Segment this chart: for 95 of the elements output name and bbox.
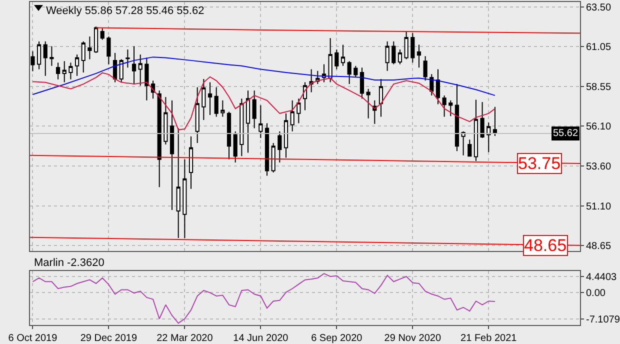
x-tick-label: 29 Nov 2020 (384, 333, 442, 344)
candlestick (43, 40, 48, 76)
x-tick-label: 14 Jun 2020 (233, 333, 289, 344)
candlestick (278, 130, 282, 164)
candlestick (436, 68, 440, 105)
candlestick (62, 60, 66, 83)
candlestick (284, 112, 288, 158)
line-series (32, 273, 496, 324)
candlestick (474, 99, 478, 162)
candlestick (454, 84, 460, 152)
candlestick (126, 49, 130, 68)
candlestick (36, 40, 42, 70)
candlestick (258, 104, 263, 138)
candlestick (290, 100, 294, 132)
x-tick-label: 6 Oct 2019 (8, 333, 58, 344)
candlestick (157, 90, 162, 188)
candlestick (264, 122, 270, 176)
candlestick (302, 82, 308, 111)
candlestick (398, 49, 402, 65)
candlestick (442, 94, 446, 118)
candlestick (112, 52, 118, 83)
candlestick (226, 111, 232, 160)
candlestick (448, 100, 453, 117)
candlestick (214, 86, 218, 118)
candlestick (240, 98, 244, 157)
candlestick (430, 74, 434, 96)
candlestick (385, 40, 390, 72)
candlestick (132, 46, 136, 85)
y-tick-label: 53.60 (586, 161, 612, 172)
candlestick (119, 58, 124, 83)
candlestick (68, 62, 73, 80)
candlestick (271, 142, 276, 173)
x-tick-label: 22 Mar 2020 (156, 333, 214, 344)
y-tick-label: 51.10 (586, 202, 612, 213)
candlestick (195, 86, 200, 144)
candlestick (182, 158, 187, 238)
candlestick (164, 96, 168, 146)
candlestick (170, 100, 174, 211)
candlestick (492, 106, 498, 137)
candlestick (486, 122, 491, 153)
candlestick (468, 139, 472, 157)
x-tick-label: 29 Dec 2019 (80, 333, 138, 344)
y-tick-label: -7.1079 (586, 314, 620, 326)
y-tick-label: 63.50 (586, 2, 612, 14)
candlestick (347, 60, 352, 85)
chart-title: Weekly 55.86 57.28 55.46 55.62 (46, 5, 204, 17)
candlestick (252, 90, 256, 129)
candlestick (328, 38, 332, 83)
candlestick (74, 54, 80, 76)
candlestick (94, 26, 98, 54)
candlestick (461, 130, 466, 156)
candlestick (309, 68, 314, 93)
candlestick (144, 57, 149, 101)
candlestick (354, 65, 358, 78)
y-tick-label: 48.65 (586, 240, 612, 252)
candlestick (220, 100, 225, 118)
x-tick-label: 6 Sep 2020 (311, 333, 363, 344)
candlestick (106, 36, 111, 65)
candlestick (81, 40, 86, 73)
line-series (32, 72, 496, 130)
candlestick (392, 40, 396, 65)
candlestick (366, 88, 370, 119)
candlestick (50, 46, 54, 66)
candlestick (404, 31, 408, 60)
y-tick-label: 0.00 (586, 288, 606, 300)
candlestick (334, 49, 339, 70)
candlestick (138, 54, 142, 86)
candlestick (202, 78, 206, 120)
candlestick (176, 128, 180, 238)
candlestick (233, 130, 238, 164)
candlestick (30, 50, 35, 72)
chart-title: Marlin -2.3620 (34, 257, 104, 269)
candlestick (208, 82, 212, 116)
candlestick (423, 56, 428, 82)
candlestick (296, 98, 301, 124)
x-tick-label: 21 Feb 2021 (460, 333, 518, 344)
candlestick (88, 36, 92, 60)
line-series (32, 56, 496, 96)
annotation: 48.65 (524, 236, 567, 255)
candlestick (480, 102, 484, 138)
ref-line-label: 55.62 (553, 128, 578, 139)
candlestick (100, 28, 104, 40)
y-tick-label: 56.10 (586, 121, 612, 132)
y-tick-label: 58.55 (586, 82, 612, 93)
candlestick (56, 62, 60, 80)
candlestick (360, 67, 364, 100)
candlestick (378, 78, 384, 118)
y-tick-label: 61.05 (586, 42, 612, 53)
candlestick (416, 44, 422, 68)
candlestick (246, 90, 250, 154)
annotation: 53.75 (518, 154, 561, 173)
y-tick-label: 4.4403 (586, 272, 618, 283)
candlestick (188, 136, 194, 190)
candlestick (410, 32, 415, 64)
candlestick (340, 44, 346, 66)
